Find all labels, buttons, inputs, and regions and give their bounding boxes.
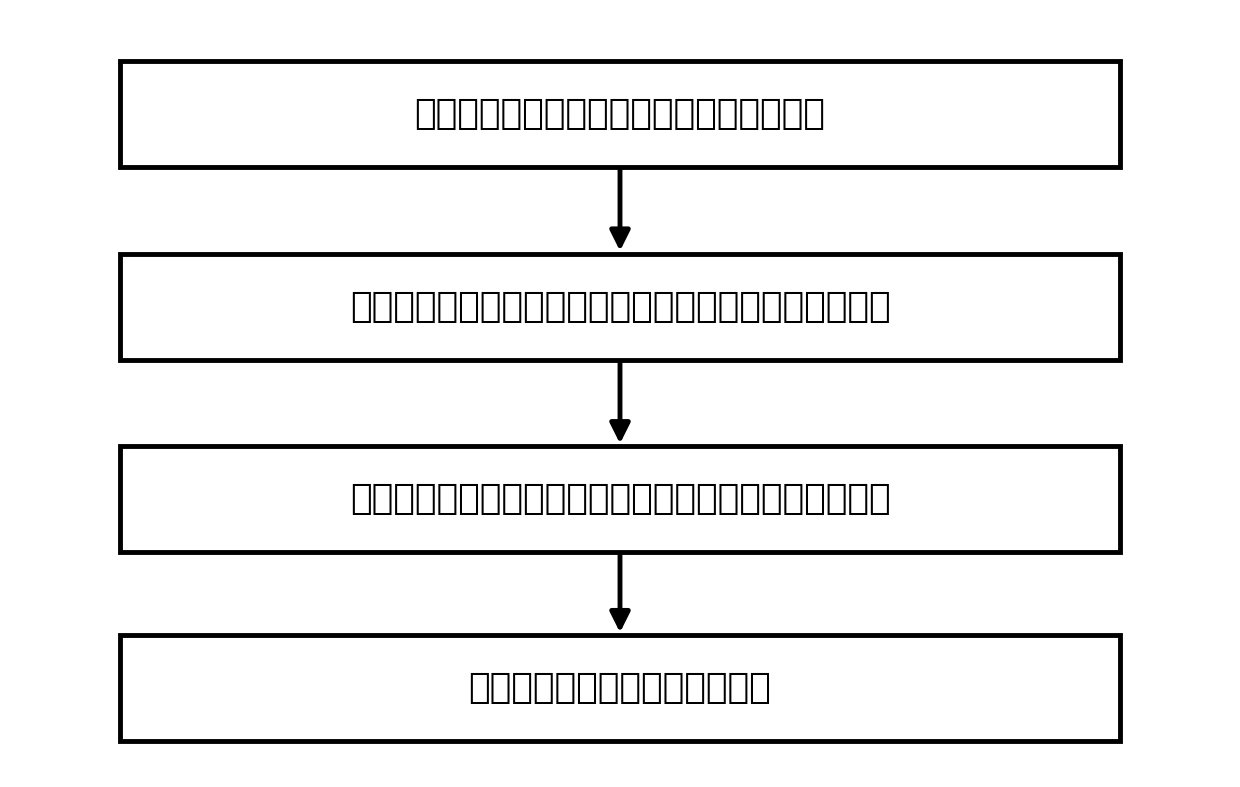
FancyBboxPatch shape	[120, 446, 1120, 552]
FancyBboxPatch shape	[120, 253, 1120, 360]
FancyBboxPatch shape	[120, 635, 1120, 741]
Text: 计算激光测高仪在卫星本体坐标系中的指向: 计算激光测高仪在卫星本体坐标系中的指向	[414, 97, 826, 131]
Text: 将激光测高仪的指向从轨道坐标系旋转至地球固定坐标系: 将激光测高仪的指向从轨道坐标系旋转至地球固定坐标系	[350, 482, 890, 516]
Text: 确定星载激光测高仪的足印位置: 确定星载激光测高仪的足印位置	[469, 671, 771, 705]
FancyBboxPatch shape	[120, 61, 1120, 167]
Text: 将激光测高仪的指向从卫星本体坐标系旋转至轨道坐标系: 将激光测高仪的指向从卫星本体坐标系旋转至轨道坐标系	[350, 290, 890, 323]
